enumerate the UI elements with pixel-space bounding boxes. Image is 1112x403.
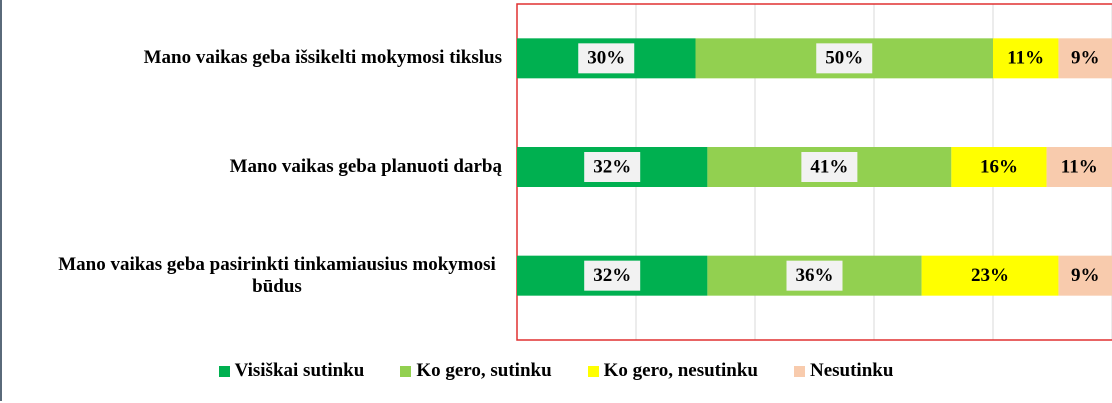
legend-label: Ko gero, sutinku (416, 360, 552, 381)
label-box (801, 152, 858, 182)
legend-item: Nesutinku (793, 360, 894, 382)
legend-item: Ko gero, nesutinku (587, 360, 758, 382)
data-label: 9% (1071, 48, 1100, 69)
data-label: 32% (593, 265, 631, 286)
category-text: Mano vaikas geba planuoti darbą (229, 156, 502, 177)
data-label: 36% (796, 265, 834, 286)
data-label: 16% (980, 156, 1018, 177)
legend-swatch (793, 365, 805, 377)
bar-segment (1058, 38, 1112, 79)
legend-item: Visiškai sutinku (218, 360, 365, 382)
data-label: 41% (810, 156, 848, 177)
data-label: 9% (1071, 265, 1100, 286)
data-label: 11% (1061, 156, 1098, 177)
data-label: 32% (593, 156, 631, 177)
category-label: Mano vaikas geba išsikelti mokymosi tiks… (144, 47, 502, 69)
legend: Visiškai sutinku Ko gero, sutinku Ko gero,… (0, 360, 1112, 382)
category-label: Mano vaikas geba planuoti darbą (230, 156, 502, 178)
label-box (786, 260, 843, 291)
legend-swatch (587, 365, 599, 377)
bar-segment (1046, 147, 1112, 187)
legend-label: Nesutinku (809, 360, 894, 381)
category-label: Mano vaikas geba pasirinkti tinkamiausiu… (52, 254, 502, 298)
category-text: Mano vaikas geba pasirinkti tinkamiausiu… (58, 253, 496, 297)
label-box (816, 43, 873, 74)
legend-swatch (400, 365, 412, 377)
data-label: 11% (1007, 48, 1044, 69)
bar-segment (951, 147, 1047, 187)
bar-segment (1058, 255, 1112, 296)
label-box (578, 43, 635, 74)
legend-swatch (218, 365, 230, 377)
category-text: Mano vaikas geba išsikelti mokymosi tiks… (143, 47, 502, 69)
data-label: 50% (825, 48, 863, 69)
label-box (584, 260, 641, 291)
legend-label: Ko gero, nesutinku (603, 360, 758, 381)
bar-segment (993, 38, 1059, 79)
bar-segment (921, 255, 1059, 296)
data-label: 30% (587, 48, 625, 69)
legend-label: Visiškai sutinku (234, 360, 365, 381)
data-label: 23% (971, 265, 1009, 286)
legend-item: Ko gero, sutinku (400, 360, 552, 382)
label-box (584, 152, 641, 182)
